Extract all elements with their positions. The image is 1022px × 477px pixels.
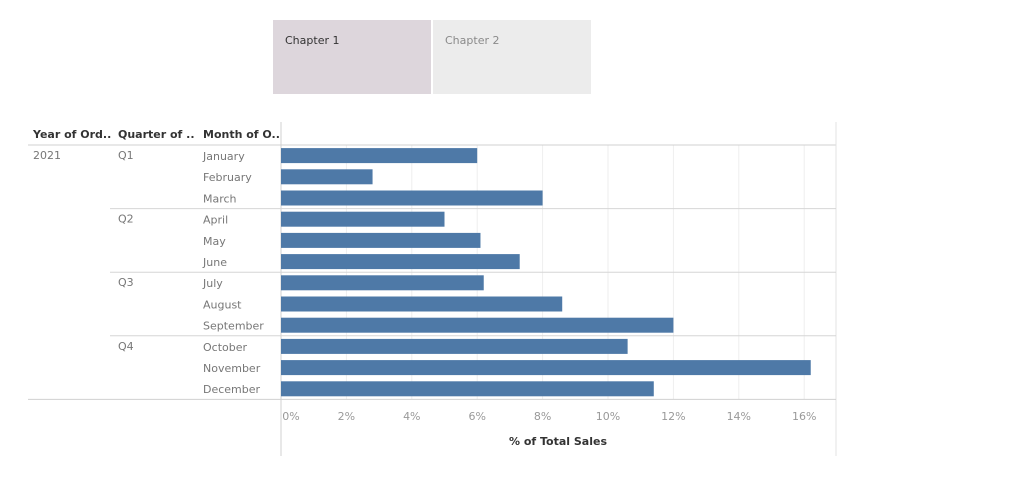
bar	[281, 232, 481, 248]
year-header: Year of Ord..	[33, 128, 112, 141]
month-label: April	[203, 214, 228, 227]
month-label: November	[203, 362, 261, 375]
month-label: May	[203, 235, 226, 248]
x-axis-title: % of Total Sales	[509, 435, 607, 448]
month-label: August	[203, 298, 242, 311]
month-label: July	[202, 277, 223, 290]
bar	[281, 148, 478, 164]
x-tick-label: 0%	[282, 410, 299, 423]
x-tick-label: 8%	[534, 410, 551, 423]
month-header: Month of O..	[203, 128, 280, 141]
quarter-label: Q1	[118, 149, 134, 162]
x-tick-label: 10%	[596, 410, 620, 423]
bar	[281, 275, 484, 291]
year-label: 2021	[33, 149, 61, 162]
month-label: March	[203, 192, 237, 205]
bar	[281, 317, 674, 333]
bar	[281, 254, 520, 270]
bar	[281, 296, 563, 312]
bar	[281, 360, 811, 376]
bar	[281, 211, 445, 227]
x-tick-label: 6%	[468, 410, 485, 423]
bar	[281, 190, 543, 206]
month-label: June	[202, 256, 227, 269]
month-label: September	[203, 320, 264, 333]
month-label: January	[202, 150, 245, 163]
month-label: October	[203, 341, 247, 354]
tab-chapter-2[interactable]: Chapter 2	[433, 20, 591, 94]
x-tick-label: 2%	[338, 410, 355, 423]
quarter-label: Q2	[118, 213, 134, 226]
month-label: February	[203, 171, 252, 184]
quarter-label: Q3	[118, 276, 134, 289]
bar	[281, 169, 373, 185]
bar	[281, 381, 654, 397]
tab-chapter-1[interactable]: Chapter 1	[273, 20, 431, 94]
quarter-label: Q4	[118, 340, 134, 353]
x-tick-label: 12%	[661, 410, 685, 423]
x-tick-label: 16%	[792, 410, 816, 423]
x-tick-label: 14%	[727, 410, 751, 423]
x-tick-label: 4%	[403, 410, 420, 423]
bar	[281, 338, 628, 354]
month-label: December	[203, 383, 261, 396]
quarter-header: Quarter of ..	[118, 128, 195, 141]
